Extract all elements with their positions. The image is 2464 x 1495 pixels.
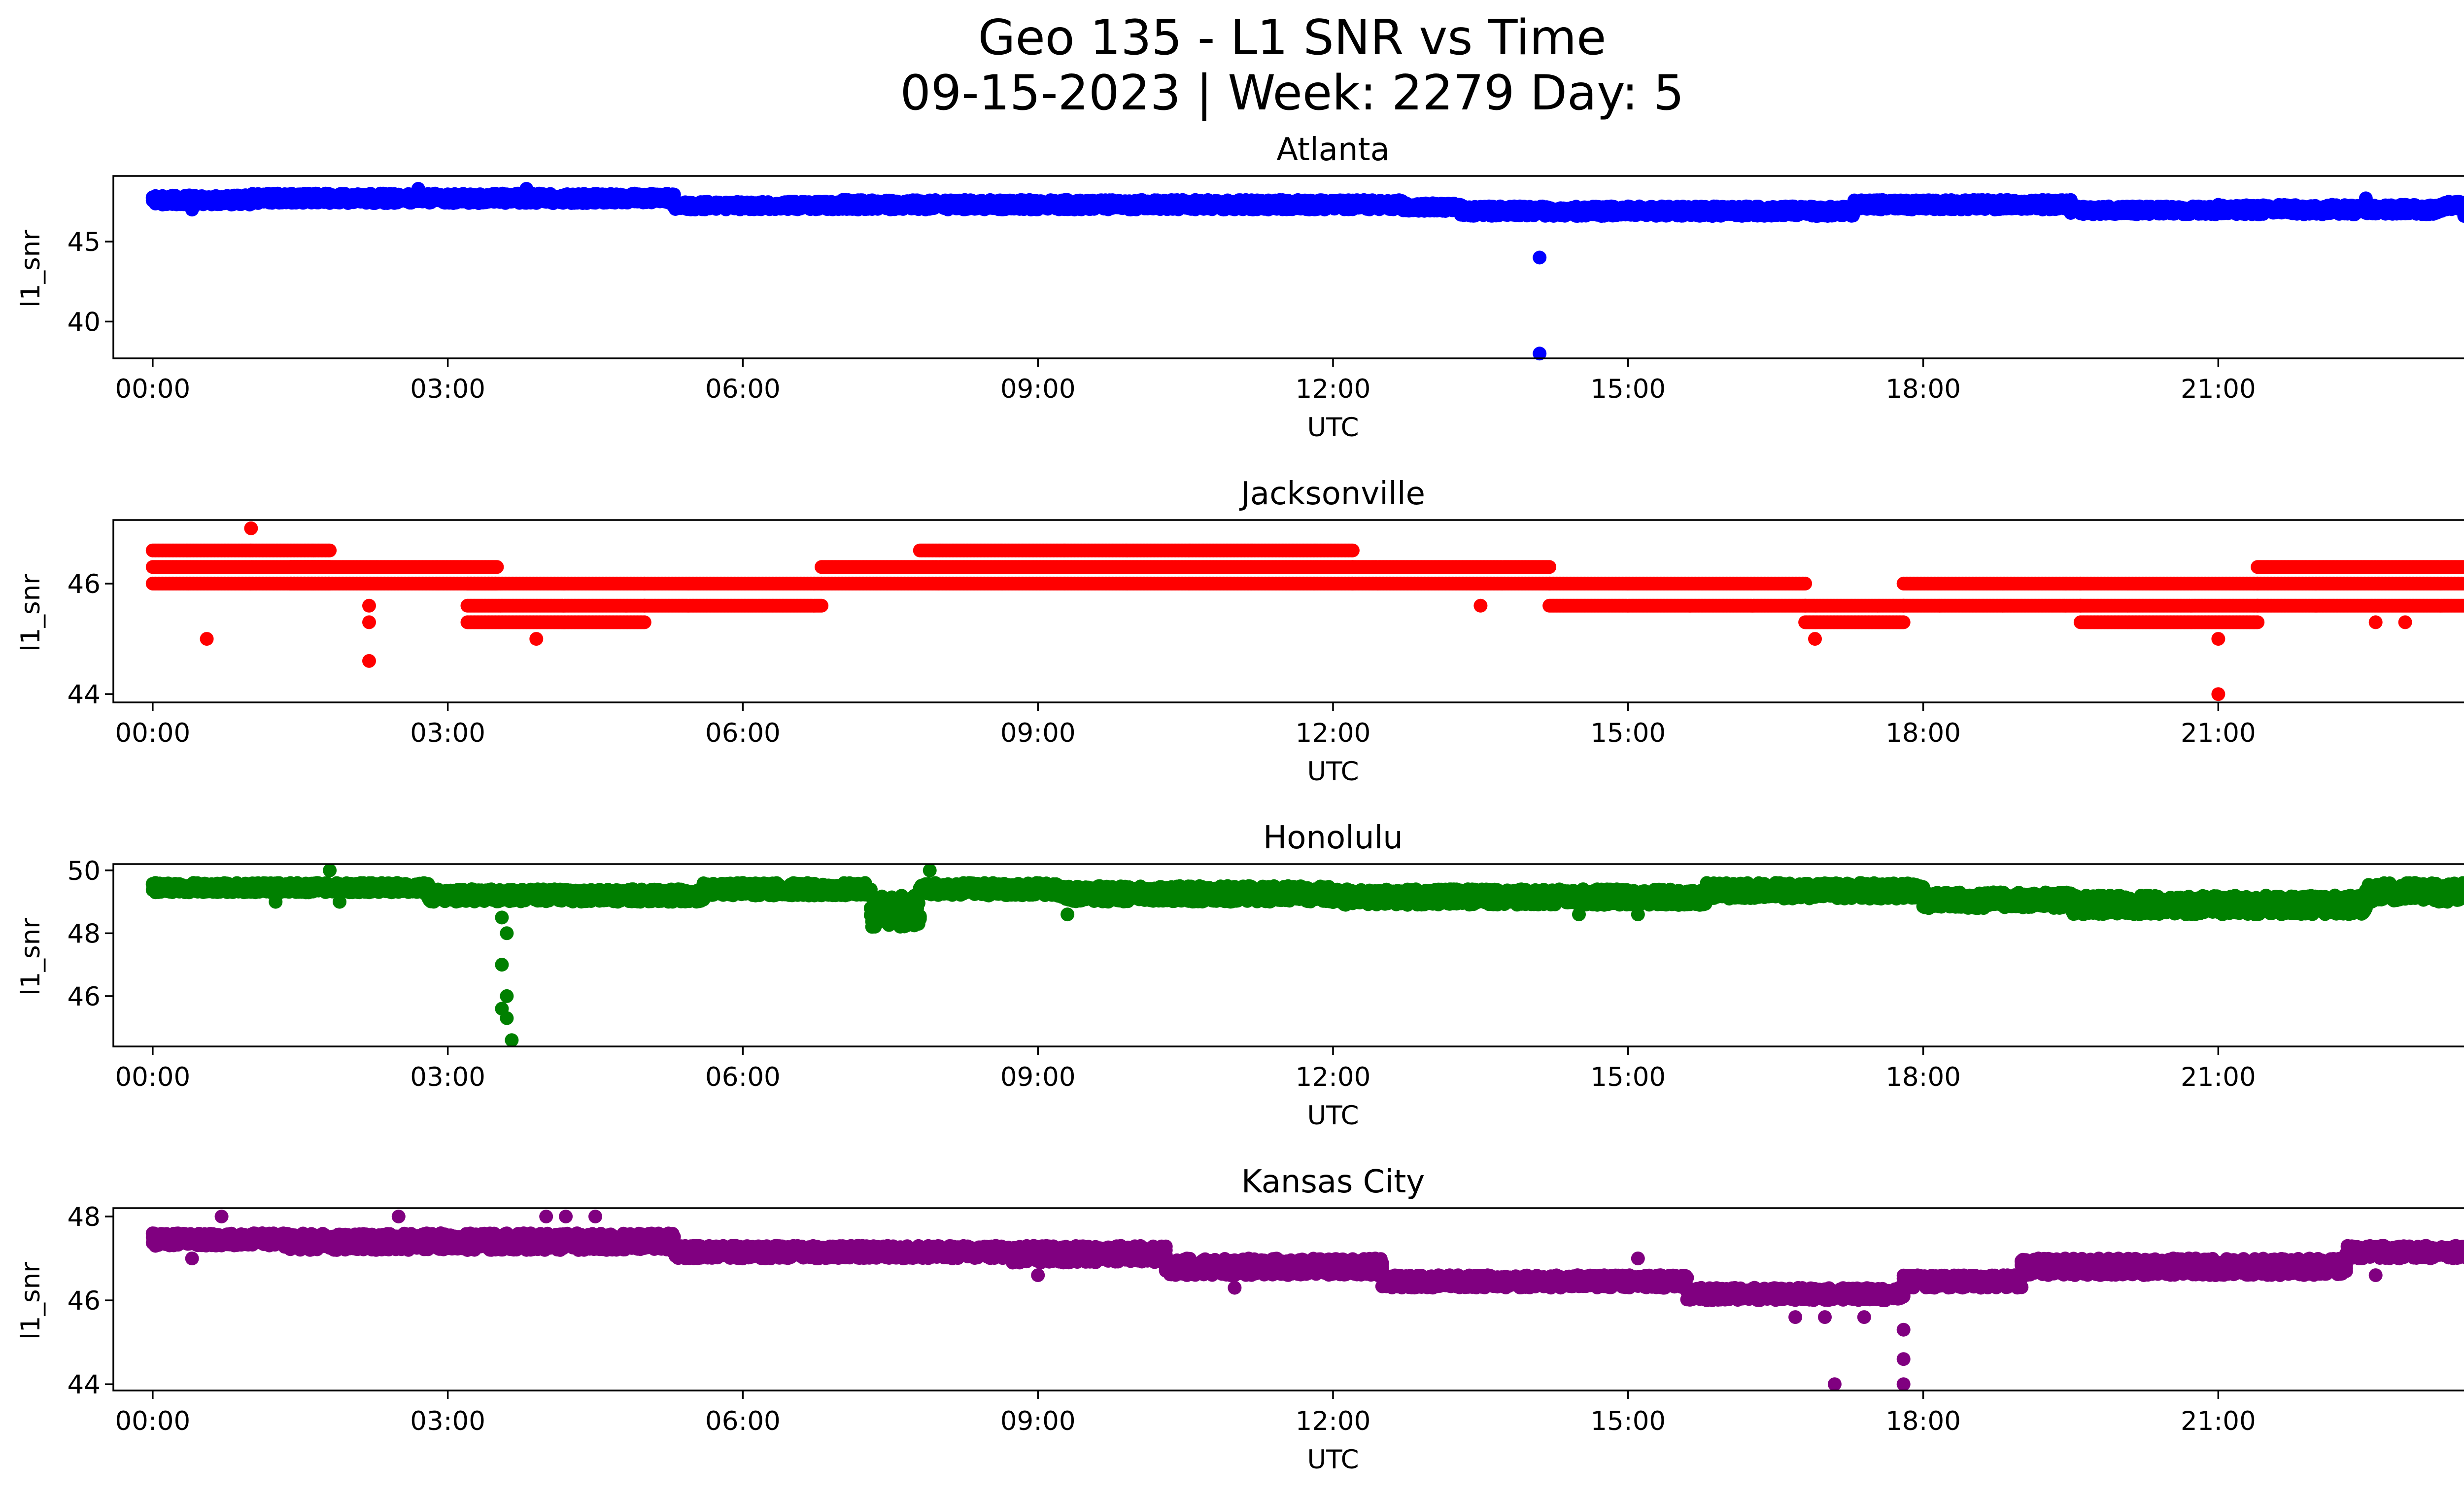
plot-area — [145, 182, 2464, 361]
x-axis-label: UTC — [1307, 413, 1359, 443]
subplot-atlanta: Atlanta UTC l1_snr 00:00 03:00 06:00 09:00 1… — [16, 132, 2464, 443]
subplot-title: Atlanta — [1276, 132, 1390, 168]
y-axis-label: l1_snr — [16, 230, 46, 308]
figure-title-line1: Geo 135 - L1 SNR vs Time — [978, 10, 1607, 66]
figure-title-line2: 09-15-2023 | Week: 2279 Day: 5 — [900, 65, 1684, 121]
